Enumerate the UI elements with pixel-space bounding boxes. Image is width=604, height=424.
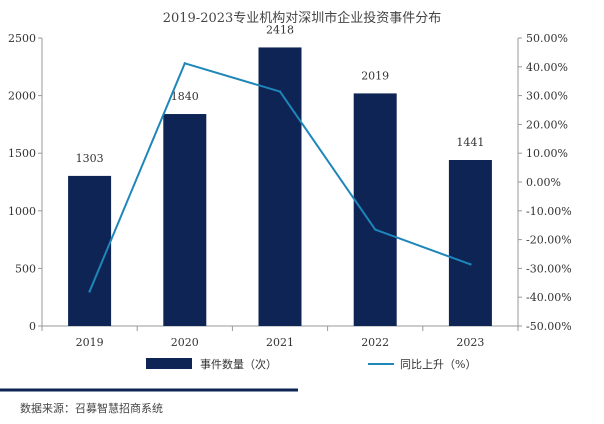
axes: 0 500 1000 1500 2000 2500 -50.00% -40.00% -30.00… xyxy=(8,32,572,349)
bars xyxy=(68,47,492,327)
x-tick-label: 2020 xyxy=(171,336,199,349)
right-tick-label: 20.00% xyxy=(526,118,568,131)
bar-2019 xyxy=(68,175,112,326)
left-tick-label: 2500 xyxy=(8,32,36,45)
bar-labels: 1303 1840 2418 2019 1441 xyxy=(76,23,485,164)
x-tick-label: 2021 xyxy=(266,336,294,349)
right-tick-label: -40.00% xyxy=(526,291,572,304)
right-tick-label: -50.00% xyxy=(526,320,572,333)
bar-2023 xyxy=(448,159,492,326)
yoy-point-2020 xyxy=(183,62,186,65)
bar-value-label: 2019 xyxy=(361,69,389,82)
right-tick-label: 0.00% xyxy=(526,176,561,189)
bar-value-label: 2418 xyxy=(266,23,294,36)
bar-2022 xyxy=(353,93,397,327)
legend-line-label: 同比上升（%） xyxy=(400,358,476,371)
right-tick-label: 50.00% xyxy=(526,32,568,45)
left-tick-label: 1000 xyxy=(8,205,36,218)
x-tick-label: 2022 xyxy=(361,336,389,349)
left-tick-label: 500 xyxy=(15,262,36,275)
yoy-point-2021 xyxy=(278,90,282,93)
chart-title: 2019-2023专业机构对深圳市企业投资事件分布 xyxy=(163,10,442,26)
yoy-point-2019 xyxy=(88,290,91,293)
bar-2021 xyxy=(258,47,302,326)
source-note: 数据来源：召募智慧招商系统 xyxy=(20,401,163,415)
right-tick-label: -30.00% xyxy=(526,262,572,275)
bar-value-label: 1840 xyxy=(171,90,199,103)
left-tick-label: 1500 xyxy=(8,147,36,160)
right-tick-label: 30.00% xyxy=(526,90,568,103)
right-tick-label: -20.00% xyxy=(526,234,572,247)
right-tick-label: 10.00% xyxy=(526,147,568,160)
yoy-point-2022 xyxy=(374,228,377,231)
right-tick-label: 40.00% xyxy=(526,61,568,74)
left-tick-label: 2000 xyxy=(8,90,36,103)
left-tick-label: 0 xyxy=(29,320,36,333)
right-tick-label: -10.00% xyxy=(526,205,572,218)
legend-bar-swatch xyxy=(146,358,192,369)
legend: 事件数量（次） 同比上升（%） xyxy=(146,357,476,371)
bar-2020 xyxy=(163,114,207,326)
yoy-point-2023 xyxy=(469,263,472,266)
bar-value-label: 1441 xyxy=(456,136,484,149)
bar-value-label: 1303 xyxy=(76,152,104,165)
line-series xyxy=(88,62,472,293)
legend-bar-label: 事件数量（次） xyxy=(200,357,277,371)
x-tick-label: 2023 xyxy=(456,336,484,349)
x-tick-label: 2019 xyxy=(76,336,104,349)
